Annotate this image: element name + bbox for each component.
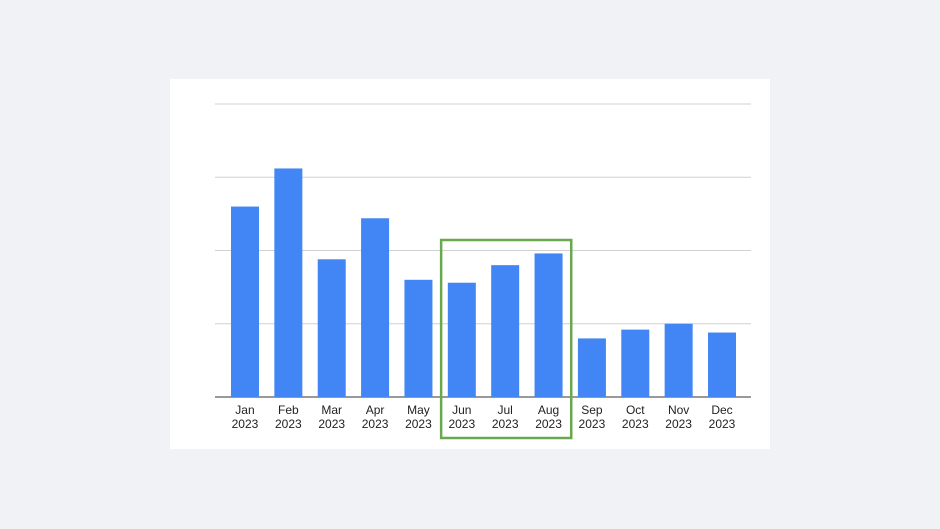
bar (230, 206, 259, 397)
highlight-box (439, 238, 573, 440)
x-tick-label: Oct 2023 (621, 403, 649, 431)
bar (491, 265, 520, 397)
bar (317, 259, 346, 397)
bar (708, 332, 737, 397)
x-tick-label: Feb 2023 (274, 403, 302, 431)
x-tick-label: Sep 2023 (578, 403, 606, 431)
bar (621, 329, 650, 397)
bar (447, 282, 476, 397)
x-tick-label: Dec 2023 (708, 403, 736, 431)
x-tick-label: May 2023 (405, 403, 432, 431)
x-tick-label: Mar 2023 (318, 403, 346, 431)
bar (361, 218, 390, 397)
x-tick-label: Nov 2023 (665, 403, 692, 431)
x-tick-label: Jan 2023 (231, 403, 259, 431)
bar (404, 279, 433, 397)
bar (274, 168, 303, 397)
bar (534, 253, 563, 397)
x-tick-label: Aug 2023 (535, 403, 562, 431)
bar (577, 338, 606, 397)
x-tick-label: Apr 2023 (361, 403, 389, 431)
x-tick-label: Jul 2023 (491, 403, 519, 431)
bar (664, 323, 693, 397)
x-tick-label: Jun 2023 (448, 403, 476, 431)
